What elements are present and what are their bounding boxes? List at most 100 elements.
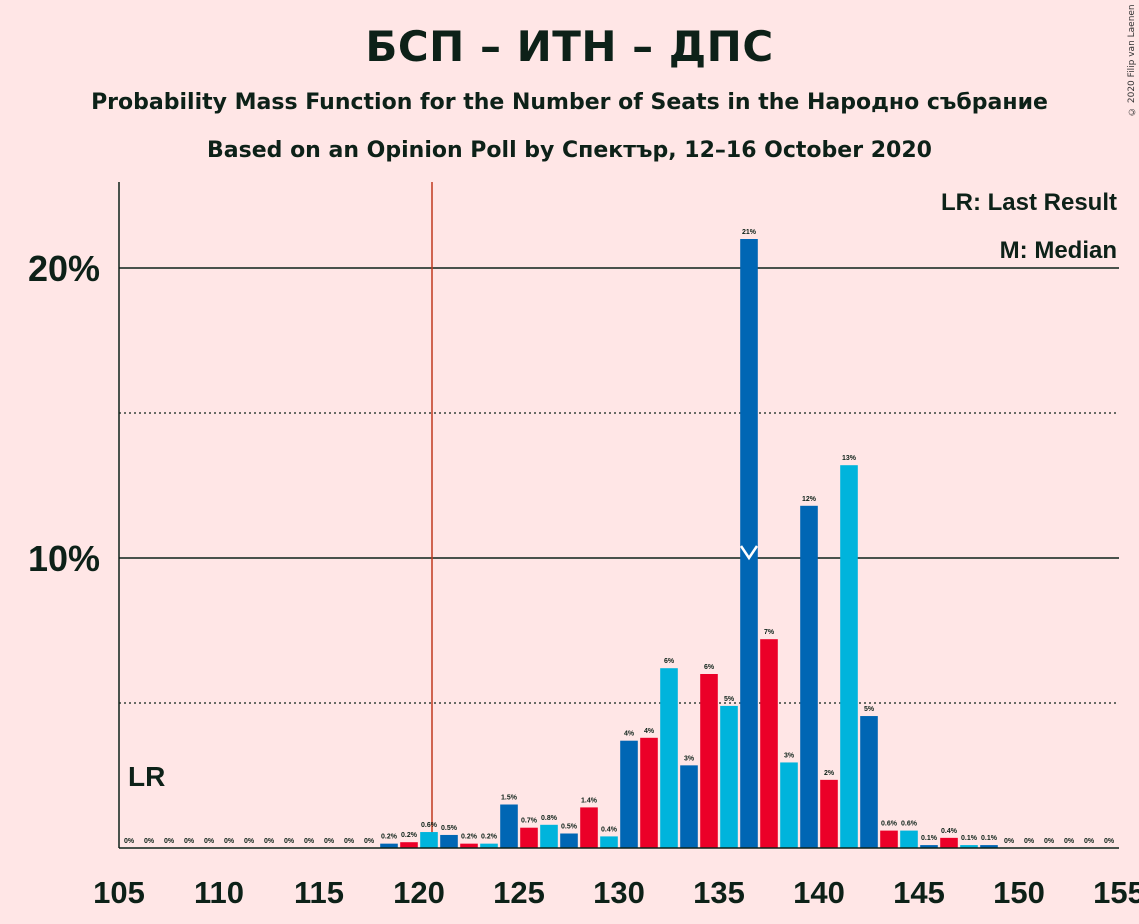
bar-value-label: 0%	[1064, 838, 1075, 845]
bar-seat-147	[940, 837, 958, 848]
bar-seat-135	[700, 674, 718, 848]
bar-value-label: 0%	[324, 838, 335, 845]
bar-value-label: 0%	[1104, 838, 1115, 845]
bar-value-label: 0%	[204, 838, 215, 845]
y-tick-label: 10%	[28, 538, 100, 579]
bar-seat-144	[880, 830, 898, 848]
bar-value-label: 0%	[344, 838, 355, 845]
bar-seat-119	[380, 843, 398, 848]
bar-value-label: 0.2%	[461, 834, 478, 841]
x-tick-label: 115	[294, 875, 344, 910]
bar-value-label: 0.5%	[441, 825, 458, 832]
bar-seat-145	[900, 830, 918, 848]
bar-value-label: 1.4%	[581, 797, 598, 804]
bar-seat-132	[640, 737, 658, 848]
bar-value-label: 0%	[1004, 838, 1015, 845]
bar-value-label: 0%	[164, 838, 175, 845]
bar-seat-128	[560, 833, 578, 848]
x-tick-label: 150	[993, 875, 1045, 910]
chart-title: БСП – ИТН – ДПС	[365, 22, 774, 71]
x-tick-label: 155	[1093, 875, 1139, 910]
x-tick-label: 130	[593, 875, 645, 910]
bar-value-label: 5%	[724, 696, 735, 703]
bar-value-label: 0%	[284, 838, 295, 845]
last-result-marker-label: LR	[128, 761, 165, 792]
bar-seat-136	[720, 705, 738, 848]
bar-seat-127	[540, 824, 558, 848]
bar-seat-131	[620, 740, 638, 848]
bar-value-label: 0.1%	[961, 835, 978, 842]
bar-value-label: 1.5%	[501, 795, 518, 802]
x-tick-label: 120	[393, 875, 445, 910]
bar-value-label: 13%	[842, 455, 857, 462]
chart-source-line: Based on an Opinion Poll by Спектър, 12–…	[207, 138, 932, 163]
bar-seat-139	[780, 762, 798, 848]
x-tick-label: 125	[493, 875, 545, 910]
bar-seat-125	[500, 804, 518, 848]
bar-value-label: 0%	[1044, 838, 1055, 845]
bar-value-label: 0.1%	[921, 835, 938, 842]
bar-value-label: 5%	[864, 706, 875, 713]
bar-value-label: 0.4%	[941, 828, 958, 835]
bar-value-label: 0%	[304, 838, 315, 845]
legend-last-result: LR: Last Result	[941, 189, 1117, 216]
bar-value-label: 4%	[644, 728, 655, 735]
x-tick-label: 140	[793, 875, 845, 910]
bar-value-label: 0.4%	[601, 826, 618, 833]
bar-value-label: 0%	[1084, 838, 1095, 845]
median-marker	[739, 545, 759, 561]
bar-seat-126	[520, 827, 538, 848]
bar-value-label: 0%	[144, 838, 155, 845]
bar-value-label: 0%	[184, 838, 195, 845]
bar-seat-142	[840, 465, 858, 848]
bar-seat-124	[480, 843, 498, 848]
bar-value-label: 6%	[664, 658, 675, 665]
bar-value-labels: 0% 0% 0% 0% 0% 0% 0% 0% 0% 0% 0% 0% 0%0.2% 0.2%0.6% 0.…	[124, 229, 1115, 845]
bar-value-label: 0%	[224, 838, 235, 845]
y-tick-label: 20%	[28, 248, 100, 289]
legend-median: M: Median	[1000, 237, 1117, 264]
bar-seat-122	[440, 834, 458, 848]
bar-seat-129	[580, 807, 598, 848]
bar-seat-120	[400, 842, 418, 848]
bar-value-label: 0.2%	[481, 834, 498, 841]
bar-value-label: 7%	[764, 629, 775, 636]
bar-value-label: 0.8%	[541, 815, 558, 822]
bar-seat-134	[680, 765, 698, 848]
bar-seat-121	[420, 832, 438, 848]
bar-seat-141	[820, 779, 838, 848]
bar-seat-146	[920, 845, 938, 848]
bar-value-label: 0%	[1024, 838, 1035, 845]
bar-value-label: 3%	[784, 752, 795, 759]
chart-subtitle: Probability Mass Function for the Number…	[91, 90, 1048, 115]
bar-seat-143	[860, 716, 878, 848]
bar-value-label: 0.2%	[401, 832, 418, 839]
x-tick-label: 135	[693, 875, 745, 910]
grid-lines	[119, 182, 1119, 848]
x-tick-label: 145	[893, 875, 945, 910]
bar-value-label: 0%	[124, 838, 135, 845]
bar-value-label: 2%	[824, 770, 835, 777]
bar-value-label: 0.6%	[881, 821, 898, 828]
bar-value-label: 0%	[264, 838, 275, 845]
bar-seat-138	[760, 639, 778, 848]
bar-value-label: 0%	[364, 838, 375, 845]
bar-seat-130	[600, 836, 618, 848]
bar-value-label: 0%	[244, 838, 255, 845]
x-tick-label: 110	[194, 875, 244, 910]
bar-seat-149	[980, 845, 998, 848]
bar-value-label: 0.7%	[521, 818, 538, 825]
bar-value-label: 0.5%	[561, 824, 578, 831]
bar-value-label: 12%	[802, 496, 817, 503]
bar-seat-137	[740, 239, 758, 848]
bar-value-label: 0.6%	[421, 822, 438, 829]
bar-seat-123	[460, 843, 478, 848]
bar-value-label: 4%	[624, 731, 635, 738]
bar-value-label: 6%	[704, 664, 715, 671]
bar-value-label: 21%	[742, 229, 757, 236]
bar-value-label: 0.6%	[901, 821, 918, 828]
x-tick-label: 105	[93, 875, 145, 910]
bar-value-label: 3%	[684, 755, 695, 762]
axes: 105 110 115 120 125 130 135 140 145 150 155 10% 20%	[28, 182, 1139, 910]
